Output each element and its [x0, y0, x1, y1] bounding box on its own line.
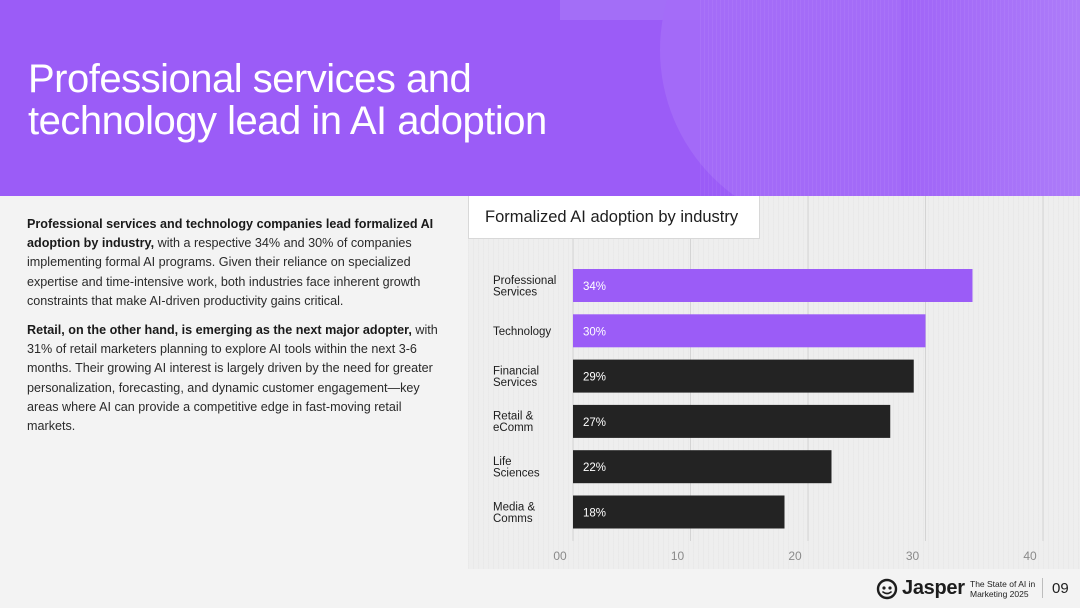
- page-title-line1: Professional services and: [28, 57, 472, 101]
- bar-value-label: 34%: [583, 281, 606, 293]
- bar: [573, 404, 891, 438]
- bar: [573, 495, 785, 529]
- page-title: Professional services and technology lea…: [28, 58, 547, 142]
- jasper-logo: Jasper: [876, 577, 965, 600]
- x-tick-label: 10: [671, 549, 685, 563]
- category-label: Services: [493, 286, 537, 298]
- bar-value-label: 27%: [583, 417, 606, 429]
- paragraph-1-text: with a respective 34% and 30% of compani…: [27, 236, 421, 308]
- report-name: The State of AI in Marketing 2025: [970, 579, 1036, 599]
- chart-panel: [468, 196, 1080, 569]
- category-label: Financial: [493, 365, 539, 377]
- category-label: eComm: [493, 422, 533, 434]
- paragraph-1-bold: Professional services and technology com…: [27, 217, 434, 251]
- bar: [573, 314, 926, 348]
- header-banner: Professional services and technology lea…: [0, 0, 1080, 196]
- bar-value-label: 22%: [583, 462, 606, 474]
- bar: [573, 359, 914, 393]
- category-label: Sciences: [493, 467, 540, 479]
- jasper-logo-text: Jasper: [902, 577, 965, 599]
- bar: [573, 450, 832, 484]
- x-tick-label: 20: [788, 549, 802, 563]
- bar-value-label: 18%: [583, 508, 606, 520]
- paragraph-2: Retail, on the other hand, is emerging a…: [27, 321, 439, 436]
- bar: [573, 269, 973, 302]
- category-label: Life: [493, 456, 512, 468]
- report-name-line1: The State of AI in: [970, 579, 1036, 589]
- header-decoration: [900, 0, 1080, 196]
- page-number: 09: [1052, 580, 1069, 597]
- category-label: Technology: [493, 326, 551, 338]
- chart-title: Formalized AI adoption by industry: [485, 208, 739, 226]
- bar-value-label: 29%: [583, 372, 606, 384]
- jasper-logo-icon: [876, 578, 898, 599]
- category-label: Comms: [493, 513, 533, 525]
- bar-chart: 00 10 20 30 4034%ProfessionalServices30%Tech…: [493, 196, 1044, 563]
- paragraph-2-text: with 31% of retail marketers planning to…: [27, 323, 438, 434]
- category-label: Services: [493, 377, 537, 389]
- category-label: Professional: [493, 275, 556, 287]
- header-texture: [700, 0, 1080, 196]
- x-tick-label: 40: [1023, 549, 1037, 563]
- category-label: Media &: [493, 501, 536, 513]
- paragraph-2-bold: Retail, on the other hand, is emerging a…: [27, 323, 412, 338]
- body-text: Professional services and technology com…: [27, 215, 439, 446]
- bar-value-label: 30%: [583, 326, 606, 338]
- x-tick-label: 00: [553, 549, 567, 563]
- x-tick-label: 30: [906, 549, 920, 563]
- page-title-line2: technology lead in AI adoption: [28, 99, 547, 143]
- category-label: Retail &: [493, 411, 534, 423]
- report-name-line2: Marketing 2025: [970, 588, 1029, 599]
- footer-divider: [1042, 578, 1043, 598]
- chart-title-box: Formalized AI adoption by industry: [468, 196, 760, 239]
- paragraph-1: Professional services and technology com…: [27, 215, 439, 311]
